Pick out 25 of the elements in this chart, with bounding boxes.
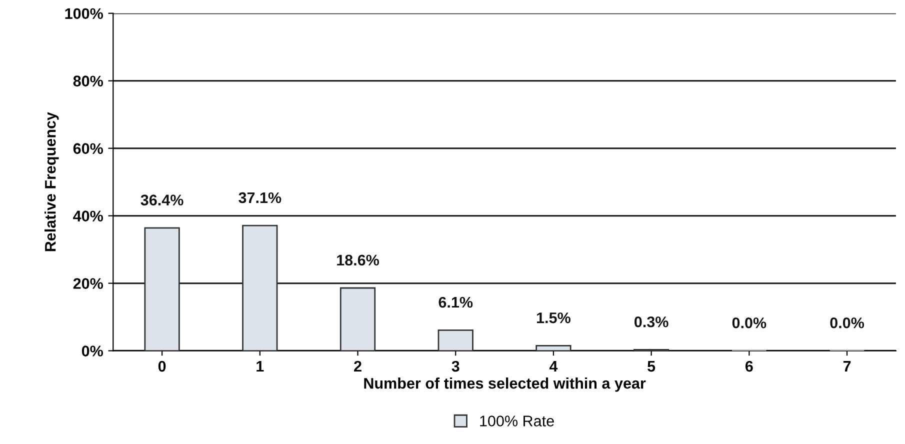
x-tick-label: 1 <box>256 361 264 372</box>
legend-label: 100% Rate <box>480 416 554 426</box>
data-label: 0.0% <box>830 317 864 328</box>
data-label: 36.4% <box>140 194 184 206</box>
data-label: 0.0% <box>732 317 766 328</box>
y-tick-label: 60% <box>73 143 103 154</box>
y-tick-label: 20% <box>73 278 103 289</box>
x-axis-title: Number of times selected within a year <box>364 378 646 392</box>
x-tick-label: 3 <box>452 360 460 372</box>
y-axis-title: Relative Frequency <box>44 112 59 252</box>
x-tick-label: 2 <box>354 360 362 372</box>
x-tick-label: 7 <box>843 361 851 372</box>
x-tick-label: 5 <box>648 361 656 372</box>
data-label: 18.6% <box>337 254 380 266</box>
x-tick-label: 4 <box>549 361 558 372</box>
y-tick-label: 100% <box>65 8 103 20</box>
y-tick-label: 0% <box>82 346 103 356</box>
y-tick-label: 80% <box>73 76 103 86</box>
data-label: 1.5% <box>537 312 570 324</box>
data-label: 0.3% <box>634 316 668 328</box>
x-tick-label: 0 <box>158 360 166 372</box>
y-tick-label: 40% <box>73 210 103 222</box>
data-label: 37.1% <box>238 192 282 204</box>
x-tick-label: 6 <box>745 360 753 372</box>
data-label: 6.1% <box>438 296 473 308</box>
